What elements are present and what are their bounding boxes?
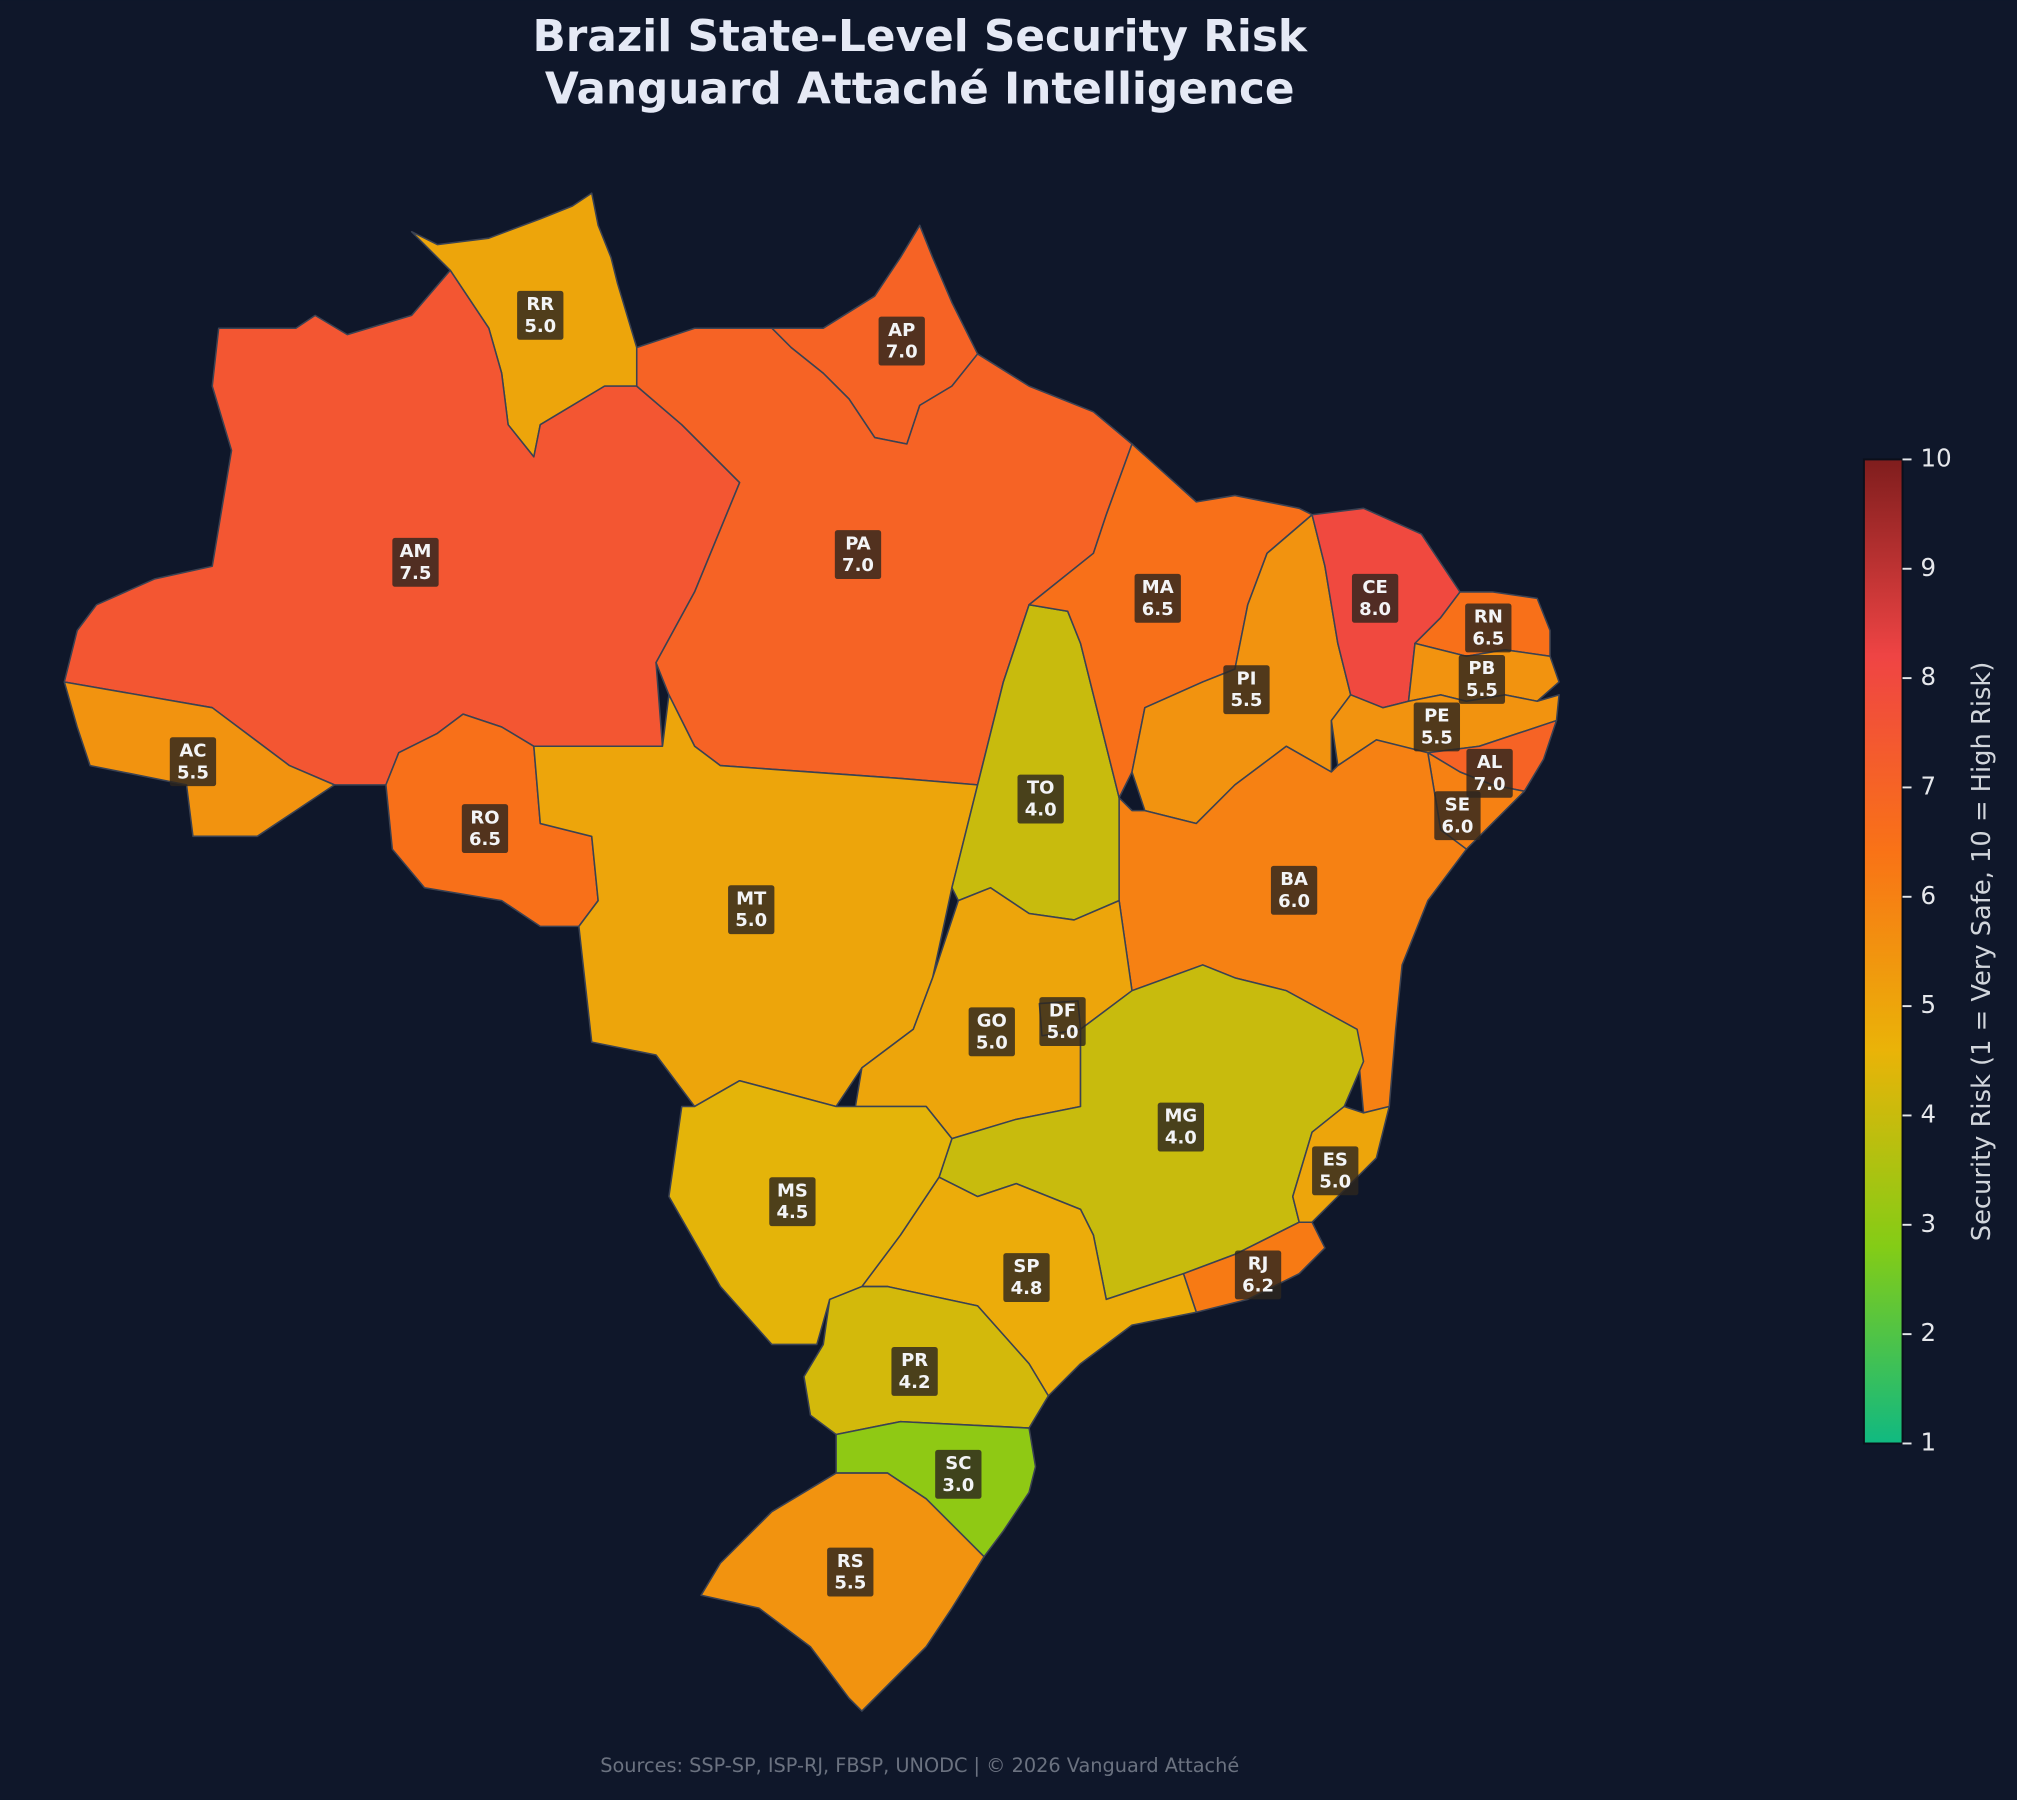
state-code: SE: [1445, 794, 1470, 815]
state-value: 5.5: [1421, 728, 1453, 749]
colorbar-tick-label: 1: [1921, 1427, 1937, 1456]
state-value: 5.0: [976, 1032, 1008, 1053]
label-box: [728, 885, 775, 935]
state-value: 5.5: [834, 1573, 866, 1594]
label-box: [1434, 791, 1481, 841]
state-code: SP: [1013, 1256, 1039, 1277]
state-value: 7.5: [400, 563, 432, 584]
label-box: [517, 290, 564, 340]
label-box: [834, 530, 882, 580]
state-value: 4.5: [776, 1202, 808, 1223]
state-value: 4.0: [1025, 800, 1057, 821]
state-value: 6.5: [1142, 599, 1174, 620]
state-code: DF: [1049, 1000, 1076, 1021]
label-box: [827, 1547, 874, 1597]
state-code: RN: [1474, 607, 1503, 628]
label-box: [1223, 665, 1270, 715]
colorbar-tick-label: 2: [1921, 1318, 1937, 1347]
label-box: [1413, 702, 1461, 752]
state-value: 6.5: [469, 829, 501, 850]
colorbar: 1 2 3 4 5 6 7 8 9 10 Security Risk (1 = Very Safe,…: [1862, 443, 1997, 1456]
state-value: 6.5: [1472, 629, 1504, 650]
label-box: [769, 1177, 816, 1227]
state-value: 5.5: [1466, 680, 1498, 701]
label-box: [1003, 1253, 1050, 1302]
colorbar-tick-label: 4: [1921, 1099, 1937, 1128]
state-code: SC: [945, 1453, 971, 1474]
label-box: [392, 537, 439, 587]
state-value: 8.0: [1359, 599, 1391, 620]
state-code: PE: [1424, 706, 1450, 727]
state-code: PI: [1237, 668, 1257, 689]
state-labels: RR5.0 AP7.0AM7.5PA7.0AC5.5RO6.5MT5.0TO4.0…: [169, 290, 1513, 1597]
state-code: PB: [1468, 658, 1495, 679]
state-value: 4.0: [1165, 1128, 1197, 1149]
state-value: 5.0: [735, 910, 767, 931]
state-code: MA: [1142, 577, 1174, 598]
label-box: [1017, 774, 1064, 824]
state-code: MG: [1165, 1106, 1198, 1127]
label-box: [169, 737, 217, 787]
label-box: [1134, 573, 1181, 623]
label-box: [935, 1449, 982, 1499]
colorbar-tick-label: 9: [1921, 553, 1937, 582]
state-code: TO: [1027, 778, 1055, 799]
source: Sources: SSP-SP, ISP-RJ, FBSP, UNODC | ©…: [600, 1754, 1239, 1777]
state-value: 4.8: [1011, 1278, 1043, 1299]
state-code: AC: [179, 740, 206, 761]
subtitle: Vanguard Attaché Intelligence: [545, 64, 1295, 115]
label-box: [1039, 997, 1086, 1047]
state-code: CE: [1362, 577, 1388, 598]
state-code: ES: [1323, 1149, 1348, 1170]
colorbar-tick-label: 10: [1921, 443, 1952, 472]
state-code: BA: [1280, 869, 1308, 890]
state-code: AL: [1477, 752, 1502, 773]
label-box: [1234, 1250, 1282, 1300]
state-value: 5.5: [1231, 690, 1263, 711]
state-code: GO: [977, 1011, 1007, 1032]
colorbar-tick-label: 8: [1921, 662, 1937, 691]
state-code: RR: [526, 294, 554, 315]
state-value: 6.2: [1242, 1276, 1274, 1297]
state-value: 6.0: [1278, 891, 1310, 912]
state-value: 7.0: [842, 555, 874, 576]
title: Brazil State-Level Security Risk: [532, 11, 1307, 62]
state-code: MS: [777, 1180, 808, 1201]
state-code: PA: [845, 533, 871, 554]
state-value: 5.0: [1047, 1022, 1079, 1043]
state-value: 5.5: [177, 762, 209, 783]
state-code: RJ: [1248, 1254, 1269, 1275]
state-value: 7.0: [1474, 774, 1506, 795]
colorbar-gradient: [1862, 458, 1904, 1445]
label-box: [1458, 654, 1506, 704]
state-value: 5.0: [524, 316, 556, 337]
label-box: [891, 1347, 938, 1396]
colorbar-tick-label: 3: [1921, 1209, 1937, 1238]
state-value: 7.0: [886, 342, 918, 363]
colorbar-tick-label: 6: [1921, 881, 1937, 910]
state-code: AP: [888, 320, 915, 341]
label-box: [1312, 1146, 1359, 1196]
colorbar-tick-label: 5: [1921, 990, 1937, 1019]
colorbar-label: Security Risk (1 = Very Safe, 10 = High …: [1967, 662, 1997, 1242]
label-box: [1157, 1102, 1205, 1152]
label-box: [878, 316, 925, 366]
label-box: [1351, 573, 1399, 623]
state-value: 4.2: [899, 1372, 931, 1393]
state-code: RS: [837, 1551, 864, 1572]
label-box: [1465, 603, 1512, 653]
state-value: 6.0: [1441, 816, 1473, 837]
state-value: 3.0: [942, 1475, 974, 1496]
label-box: [968, 1007, 1015, 1057]
label-box: [461, 804, 509, 854]
label-box: [1466, 748, 1513, 798]
state-code: AM: [400, 541, 432, 562]
label-box: [1270, 865, 1318, 915]
colorbar-tick-label: 7: [1921, 771, 1937, 800]
state-code: MT: [736, 888, 767, 909]
state-value: 5.0: [1319, 1171, 1351, 1192]
state-code: PR: [901, 1350, 928, 1371]
state-code: RO: [470, 807, 499, 828]
